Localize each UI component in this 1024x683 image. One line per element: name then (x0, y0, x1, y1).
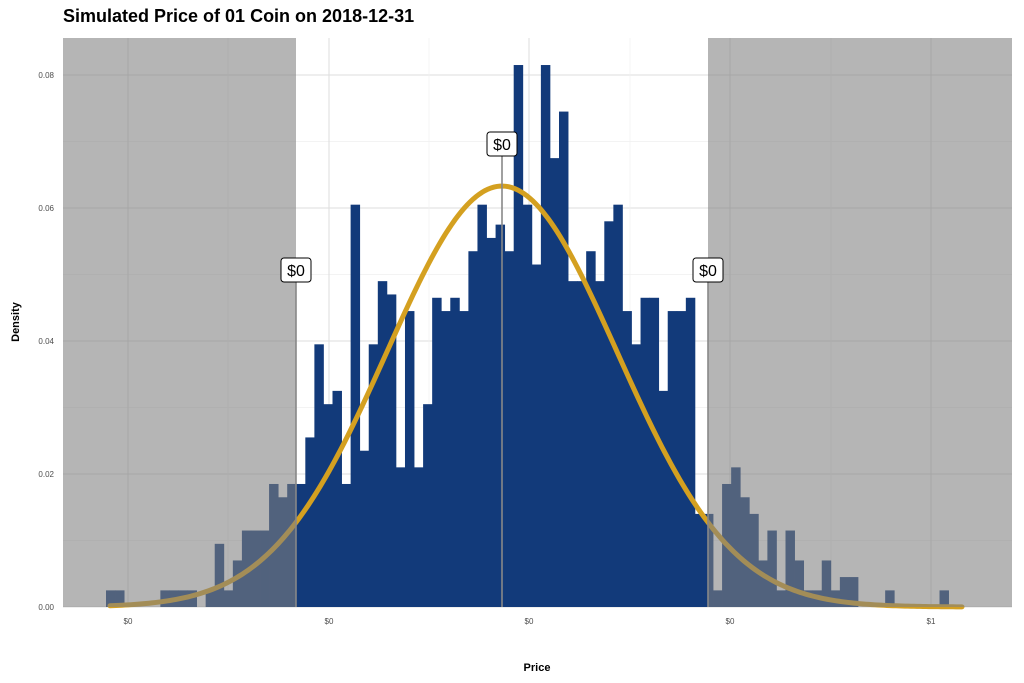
annotation-label-lower: $0 (287, 263, 305, 280)
histogram-bar (504, 251, 515, 607)
histogram-bar (577, 281, 587, 607)
histogram-bar (395, 467, 406, 607)
histogram-bar (676, 311, 687, 607)
shaded-tail-regions (63, 38, 1012, 607)
y-axis-title: Density (10, 301, 22, 342)
histogram-bar (477, 204, 487, 608)
histogram-bar (359, 450, 370, 607)
histogram-bar (522, 204, 533, 608)
marker-lines (295, 156, 709, 607)
chart-title: Simulated Price of 01 Coin on 2018-12-31 (63, 6, 415, 26)
y-tick-label: 0.02 (38, 470, 54, 479)
histogram-bar (323, 404, 333, 607)
annotation-box-lower (280, 257, 312, 283)
annotation-box-upper (692, 257, 724, 283)
annotation-label-mean: $0 (493, 137, 511, 154)
lower-tail-shade (63, 38, 296, 607)
histogram-bar (350, 204, 361, 608)
histogram-bar (631, 344, 641, 607)
histogram-bar (441, 311, 451, 607)
histogram-bar (568, 281, 578, 607)
histogram-bar (314, 344, 324, 607)
histogram-bar (450, 297, 460, 607)
histogram-bar (640, 297, 650, 607)
histogram-bar (377, 281, 388, 607)
annotation-label-upper: $0 (699, 263, 717, 280)
histogram-bar (296, 483, 306, 607)
histogram-bar (658, 390, 669, 607)
histogram-bar (305, 437, 315, 607)
histogram-bar (595, 281, 605, 607)
histogram-bar (649, 297, 660, 607)
histogram-bar (495, 224, 506, 607)
histogram-bar (414, 467, 424, 607)
x-tick-label: $0 (124, 617, 133, 626)
upper-tail-shade (708, 38, 1012, 607)
histogram-bar (549, 158, 560, 607)
histogram-bar (486, 237, 496, 608)
annotation-box-mean (486, 131, 518, 157)
x-tick-label: $0 (525, 617, 534, 626)
histogram-bar (368, 344, 379, 607)
histogram-bar (540, 65, 551, 607)
histogram-bar (694, 513, 705, 607)
histogram-bar (432, 297, 442, 607)
histogram-bar (386, 294, 397, 607)
histogram-bar (332, 390, 342, 607)
y-tick-label: 0.00 (38, 603, 54, 612)
histogram-bar (468, 251, 478, 607)
histogram-bar (613, 204, 623, 608)
axes: 0.00 0.02 0.04 0.06 0.08 $0 $0 $0 $0 $1 Price Densi… (10, 71, 936, 674)
histogram-bar (513, 65, 524, 607)
histogram-bar (604, 221, 614, 608)
histogram-bar (559, 111, 569, 607)
x-tick-label: $1 (927, 617, 936, 626)
x-tick-label: $0 (325, 617, 334, 626)
annotations: $0 $0 $0 (280, 131, 724, 283)
histogram-bar (341, 483, 352, 607)
histogram-bar (586, 251, 596, 607)
histogram-bar (667, 311, 678, 607)
histogram-bar (622, 311, 632, 607)
y-tick-label: 0.06 (38, 204, 54, 213)
y-tick-label: 0.08 (38, 71, 54, 80)
histogram-bar (423, 404, 433, 607)
histogram-bar (459, 311, 469, 607)
histogram-bar (685, 297, 696, 607)
y-tick-label: 0.04 (38, 337, 54, 346)
histogram-bar (531, 264, 542, 607)
histogram-bar (404, 311, 415, 607)
x-tick-label: $0 (726, 617, 735, 626)
x-axis-title: Price (524, 662, 551, 674)
